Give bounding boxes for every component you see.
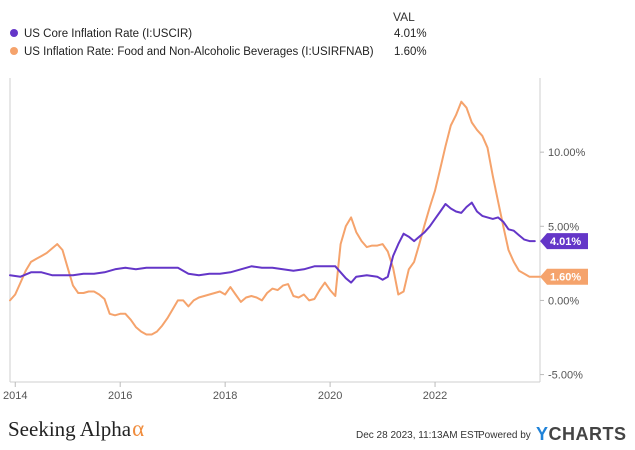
y-tick-label: 5.00% (548, 221, 579, 233)
x-tick-label: 2018 (213, 390, 237, 402)
legend-item-value: 4.01% (394, 28, 427, 40)
series-dot-icon (10, 28, 18, 37)
line-chart: -5.00% 0.00% 5.00% 10.00% 2014 2016 2018 2020 20… (3, 78, 588, 402)
end-label-core-inflation: 4.01% (540, 233, 588, 250)
legend-item-food-inflation[interactable]: US Inflation Rate: Food and Non-Alcoholi… (10, 46, 427, 62)
timestamp: Dec 28 2023, 11:13AM EST. (356, 430, 482, 441)
x-tick-label: 2014 (3, 390, 27, 402)
alpha-icon: α (132, 416, 145, 441)
legend-item-value: 1.60% (394, 46, 427, 58)
legend-value-header: VAL (393, 10, 415, 24)
svg-text:1.60%: 1.60% (550, 272, 581, 284)
y-tick-label: 0.00% (548, 295, 579, 307)
legend-item-label: US Core Inflation Rate (I:USCIR) (24, 28, 193, 40)
y-tick-label: 10.00% (548, 147, 586, 159)
x-tick-label: 2022 (423, 390, 447, 402)
end-label-food-inflation: 1.60% (540, 268, 588, 285)
chart-legend: VAL US Core Inflation Rate (I:USCIR) 4.0… (0, 8, 635, 66)
series-line-core-inflation (9, 201, 536, 284)
brand-name: Seeking Alpha (8, 417, 132, 441)
seeking-alpha-logo[interactable]: Seeking Alphaα (8, 416, 144, 442)
x-tick-label: 2016 (108, 390, 132, 402)
footer: Seeking Alphaα Dec 28 2023, 11:13AM EST.… (0, 414, 635, 450)
legend-item-label: US Inflation Rate: Food and Non-Alcoholi… (24, 46, 374, 58)
y-tick-label: -5.00% (548, 370, 583, 382)
legend-item-core-inflation[interactable]: US Core Inflation Rate (I:USCIR) 4.01% (10, 28, 427, 44)
series-dot-icon (10, 46, 18, 55)
x-tick-label: 2020 (318, 390, 342, 402)
series-line-food-inflation (9, 100, 541, 336)
svg-text:4.01%: 4.01% (550, 236, 581, 248)
ycharts-logo[interactable]: YCHARTS (536, 424, 627, 444)
powered-by-label: Powered by (478, 430, 531, 441)
